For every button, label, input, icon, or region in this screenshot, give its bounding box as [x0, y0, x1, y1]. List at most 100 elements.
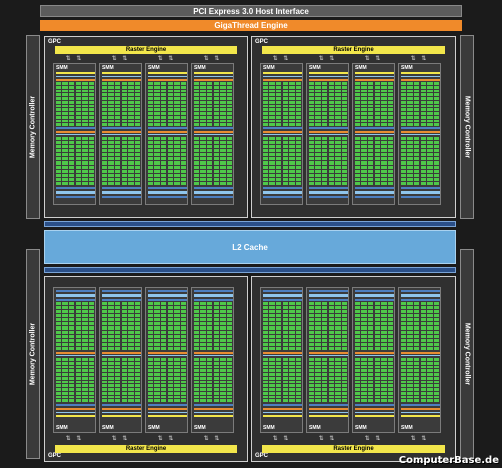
cuda-core — [194, 104, 200, 108]
cuda-core — [76, 85, 82, 89]
cuda-core — [168, 373, 174, 376]
cuda-core — [68, 181, 74, 185]
warp-scheduler-bar — [102, 131, 141, 133]
cuda-core — [122, 326, 128, 330]
cuda-core — [168, 376, 174, 380]
cuda-core — [214, 376, 220, 380]
cuda-core — [315, 338, 321, 342]
register-file-bar — [309, 127, 348, 129]
cuda-core — [295, 165, 301, 169]
cuda-core — [56, 85, 62, 89]
cuda-core — [387, 137, 393, 141]
cuda-core — [134, 310, 140, 314]
cuda-core — [168, 181, 174, 185]
cuda-core — [88, 306, 94, 310]
cuda-core — [160, 361, 166, 365]
cuda-core — [128, 338, 134, 342]
cuda-core — [180, 388, 186, 391]
cuda-core — [263, 177, 269, 181]
cuda-core — [433, 391, 439, 395]
cuda-core — [148, 310, 154, 314]
cuda-core — [309, 97, 315, 100]
cuda-core — [407, 141, 413, 145]
smm-label: SMM — [355, 65, 367, 71]
cuda-core — [335, 89, 341, 93]
cuda-core — [309, 334, 315, 338]
cuda-core — [128, 153, 134, 157]
cuda-core — [315, 380, 321, 384]
cuda-core — [361, 338, 367, 342]
cuda-core — [200, 306, 206, 310]
shared-memory-bar — [309, 76, 348, 77]
cuda-core — [421, 123, 427, 126]
cuda-core — [82, 157, 88, 161]
cuda-core — [128, 104, 134, 108]
cuda-core — [321, 119, 327, 123]
cuda-core-block — [421, 82, 439, 126]
cuda-core — [206, 326, 212, 330]
cuda-core — [180, 112, 186, 115]
cuda-core — [401, 369, 407, 372]
cuda-core — [200, 365, 206, 369]
cuda-core — [421, 373, 427, 376]
cuda-core — [263, 373, 269, 376]
cuda-core — [427, 342, 433, 346]
shared-memory-bar — [194, 191, 233, 194]
cuda-core — [401, 334, 407, 338]
cuda-core — [148, 153, 154, 157]
cuda-core — [160, 373, 166, 376]
cuda-core — [206, 346, 212, 350]
cuda-core — [220, 104, 226, 108]
cuda-core — [309, 137, 315, 141]
cuda-core — [289, 306, 295, 310]
cuda-core — [134, 165, 140, 169]
cuda-core — [433, 326, 439, 330]
cuda-core — [88, 346, 94, 350]
gpc-bottom-left: GPC Raster Engine ⇅ ⇅ SMM ⇅ ⇅ SMM ⇅ ⇅ SMM ⇅ ⇅ SMM — [44, 276, 248, 462]
cuda-core — [381, 173, 387, 177]
shared-memory-bar — [309, 191, 348, 194]
cuda-core — [128, 173, 134, 177]
cuda-core — [407, 85, 413, 89]
cuda-core — [200, 384, 206, 387]
cuda-core — [427, 173, 433, 177]
cuda-core — [108, 310, 114, 314]
cuda-core — [194, 330, 200, 334]
cuda-core — [269, 322, 275, 326]
cuda-core — [220, 334, 226, 338]
cuda-core — [220, 391, 226, 395]
cuda-core — [269, 302, 275, 306]
instruction-cache-bar — [263, 415, 302, 417]
cuda-core — [341, 153, 347, 157]
gigathread-engine: GigaThread Engine — [40, 20, 462, 31]
cuda-core — [226, 108, 232, 111]
cuda-core — [367, 161, 373, 165]
shared-memory-bar — [263, 412, 302, 413]
cuda-core — [335, 119, 341, 123]
data-flow-arrows: ⇅ ⇅ — [111, 56, 130, 62]
cuda-core — [315, 82, 321, 85]
cuda-core — [56, 365, 62, 369]
cuda-core — [361, 358, 367, 361]
cuda-core — [309, 306, 315, 310]
cuda-core — [154, 306, 160, 310]
cuda-core — [401, 97, 407, 100]
raster-engine: Raster Engine — [55, 445, 237, 453]
cuda-core — [381, 100, 387, 104]
cuda-core — [114, 177, 120, 181]
cuda-core — [289, 165, 295, 169]
cuda-core — [114, 380, 120, 384]
cuda-core — [375, 85, 381, 89]
cuda-core — [269, 181, 275, 185]
cuda-core — [220, 365, 226, 369]
cuda-core — [134, 334, 140, 338]
cuda-core — [226, 338, 232, 342]
cuda-core — [381, 165, 387, 169]
cuda-core — [180, 314, 186, 318]
cuda-core — [128, 399, 134, 402]
cuda-core — [168, 302, 174, 306]
register-file-bar — [148, 196, 187, 198]
cuda-core — [194, 123, 200, 126]
cuda-core — [433, 115, 439, 119]
cuda-core — [180, 302, 186, 306]
